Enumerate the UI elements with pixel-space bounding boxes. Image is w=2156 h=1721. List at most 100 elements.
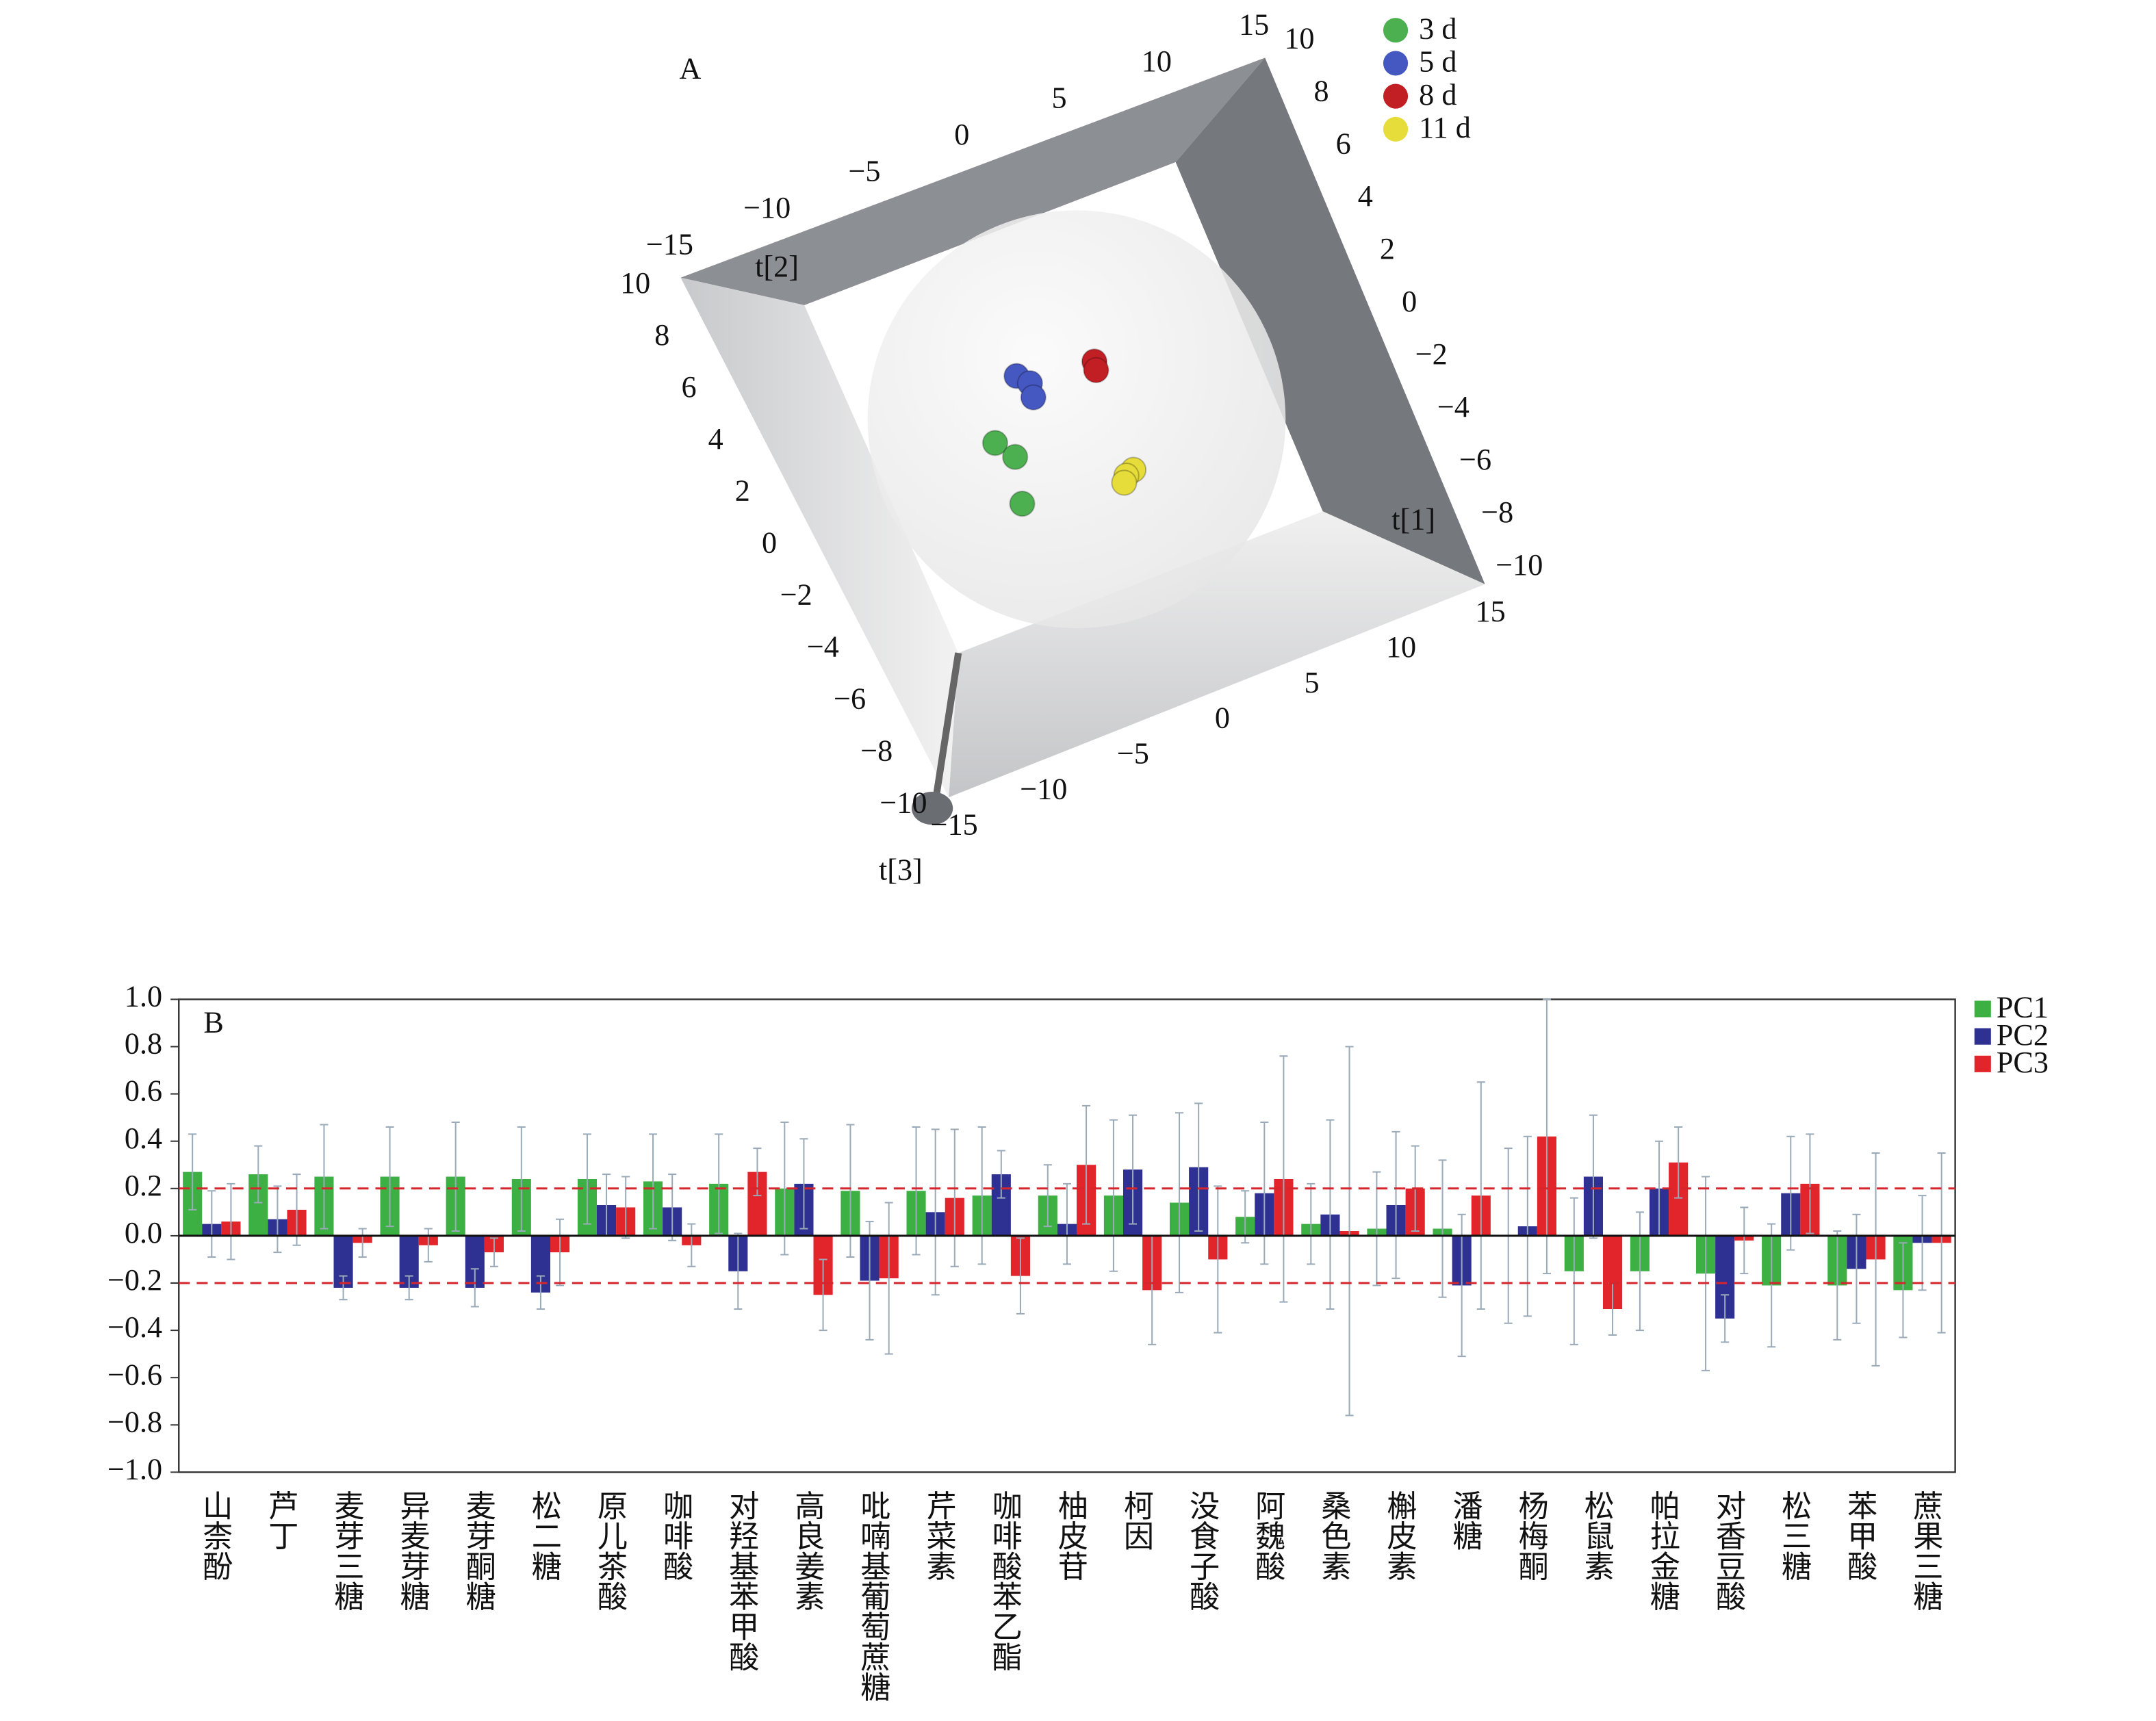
x-tick-label: 10	[1142, 44, 1172, 78]
error-bar	[1833, 1230, 1842, 1341]
error-bar	[884, 1202, 893, 1355]
error-bar	[1457, 1213, 1466, 1358]
error-bar	[227, 1182, 235, 1260]
z-tick-label: −8	[860, 734, 893, 767]
error-bar	[1523, 1135, 1532, 1317]
error-bar	[649, 1133, 658, 1230]
x-tick-label: 对羟基苯甲酸	[724, 1490, 758, 1672]
point	[1111, 469, 1138, 496]
x-tick-label: 吡喃基葡萄蔗糖	[856, 1490, 890, 1702]
y-tick-label: −0.6	[107, 1358, 162, 1391]
error-bar	[1674, 1126, 1683, 1199]
error-bar	[1937, 1152, 1946, 1334]
x-tick-label: −10	[743, 191, 791, 224]
error-bar	[1043, 1164, 1052, 1228]
x-tick-label: 杨梅酮	[1514, 1490, 1548, 1581]
error-bar	[1082, 1104, 1091, 1225]
frame-top	[680, 57, 1266, 305]
x-tick-label: 阿魏酸	[1250, 1490, 1285, 1581]
x-tick-label: −15	[931, 807, 978, 841]
y-axis-label: t[1]	[1391, 502, 1435, 536]
error-bar	[358, 1228, 367, 1258]
axis-cone	[911, 792, 953, 825]
x-tick-label: −10	[1020, 773, 1067, 806]
x-tick-label: 槲皮素	[1382, 1490, 1416, 1581]
error-bar	[424, 1228, 433, 1263]
y-tick-label: −10	[1496, 548, 1543, 582]
error-bar	[273, 1185, 282, 1254]
error-bar	[734, 1232, 743, 1310]
z-axis-label: t[3]	[879, 853, 923, 887]
legend-label: 3 d	[1419, 12, 1456, 45]
x-tick-label: 潘糖	[1448, 1490, 1483, 1551]
y-tick-label: 4	[1358, 179, 1373, 213]
z-tick-label: 2	[735, 474, 750, 508]
error-bar	[1542, 998, 1551, 1275]
point	[981, 430, 1009, 456]
x-tick-label: 麦芽三糖	[329, 1490, 363, 1612]
x-tick-label: 15	[1239, 8, 1269, 41]
y-tick-label: 0.2	[125, 1169, 162, 1202]
error-bar	[1194, 1102, 1203, 1232]
error-bar	[207, 1190, 216, 1258]
error-bar	[536, 1275, 545, 1310]
y-tick-label: 0.8	[125, 1027, 162, 1061]
error-bar	[582, 1133, 591, 1225]
legend-label: 8 d	[1419, 78, 1456, 112]
legend-marker	[1383, 83, 1409, 109]
error-bar	[1806, 1133, 1814, 1234]
y-tick-label: −0.8	[107, 1405, 162, 1438]
legend-label: 5 d	[1419, 45, 1456, 79]
error-bar	[1214, 1185, 1222, 1334]
error-bar	[1129, 1114, 1138, 1225]
x-tick-label: 麦芽酮糖	[461, 1490, 496, 1612]
error-bar	[1016, 1237, 1025, 1315]
error-bar	[1899, 1242, 1908, 1338]
error-bar	[931, 1128, 940, 1296]
y-tick-label: 8	[1314, 74, 1329, 107]
y-tick-label: −0.4	[107, 1310, 162, 1344]
legend-marker	[1974, 1028, 1991, 1045]
t3-axis	[932, 652, 962, 805]
legend-marker	[1383, 51, 1409, 76]
frame-right	[1175, 57, 1485, 584]
x-tick-label: 松二糖	[527, 1490, 561, 1581]
y-tick-label: −1.0	[107, 1453, 162, 1486]
error-bar	[997, 1150, 1005, 1199]
error-bar	[715, 1133, 723, 1234]
error-bar	[517, 1126, 526, 1232]
error-bar	[1279, 1055, 1288, 1303]
z-tick-label: 10	[620, 266, 650, 300]
x-tick-label: 15	[1476, 595, 1506, 628]
error-bar	[865, 1221, 874, 1341]
y-tick-label: 0.6	[125, 1074, 162, 1108]
legend-label: 11 d	[1419, 111, 1471, 144]
x-tick-label: 异麦芽糖	[396, 1490, 430, 1612]
error-bar	[556, 1218, 565, 1286]
y-tick-label: 10	[1284, 21, 1314, 55]
confidence-sphere	[867, 210, 1286, 629]
x-tick-label: 咖啡酸苯乙酯	[988, 1490, 1022, 1672]
z-tick-label: −10	[880, 786, 927, 819]
x-tick-label: 蔗果三糖	[1908, 1490, 1942, 1612]
error-bar	[292, 1174, 301, 1246]
error-bar	[1918, 1195, 1927, 1291]
x-tick-label: 5	[1304, 666, 1319, 699]
error-bar	[687, 1223, 696, 1267]
panel-label: B	[203, 1006, 223, 1039]
point	[1009, 491, 1036, 517]
frame-left	[680, 277, 959, 798]
error-bar	[1740, 1206, 1749, 1275]
legend-marker	[1383, 116, 1409, 142]
error-bar	[621, 1176, 630, 1239]
error-bar	[780, 1122, 789, 1256]
x-tick-label: 原儿茶酸	[593, 1490, 627, 1612]
x-tick-label: 山柰酚	[198, 1490, 232, 1581]
error-bar	[489, 1237, 498, 1267]
error-bar	[1109, 1119, 1118, 1272]
x-tick-label: 芦丁	[264, 1490, 298, 1551]
legend-label: PC1	[1997, 991, 2049, 1024]
x-tick-label: −5	[848, 155, 880, 188]
error-bar	[1569, 1197, 1578, 1345]
